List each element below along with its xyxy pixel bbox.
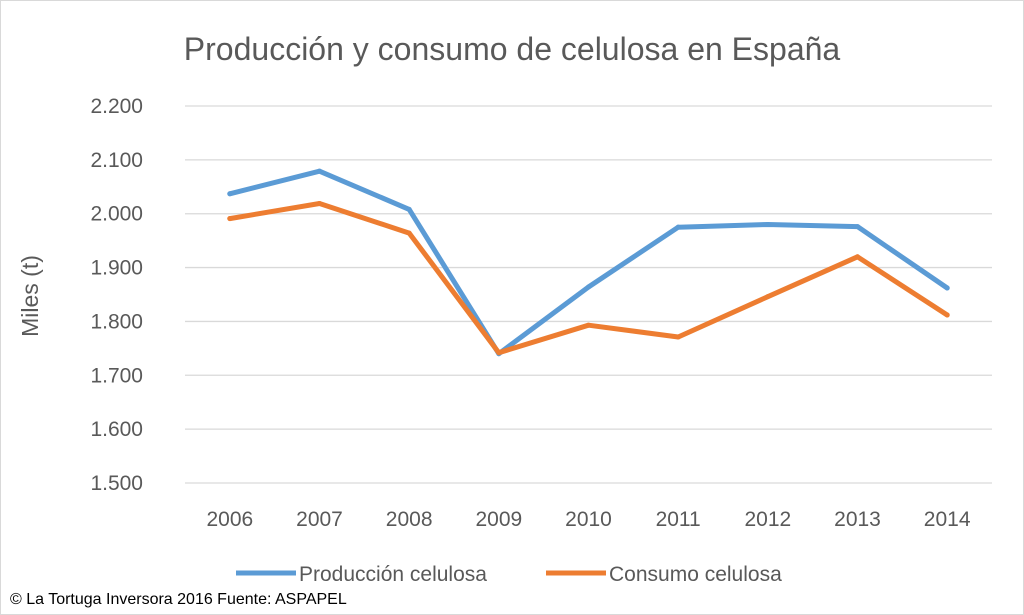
data-point (675, 224, 681, 230)
y-tick-label: 1.500 (90, 472, 143, 495)
y-axis-label: Miles (t) (17, 255, 43, 337)
data-point (586, 322, 591, 328)
data-point (406, 206, 412, 212)
y-tick-label: 2.000 (90, 203, 143, 226)
y-tick-label: 2.200 (90, 95, 143, 118)
y-tick-label: 1.900 (90, 257, 143, 280)
credit-text: © La Tortuga Inversora 2016 Fuente: ASPA… (10, 591, 347, 608)
legend-label-produccion: Producción celulosa (299, 563, 487, 586)
x-tick-label: 2007 (296, 508, 343, 531)
data-point (944, 285, 950, 291)
x-tick-label: 2011 (656, 508, 701, 531)
x-tick-label: 2006 (206, 508, 253, 531)
y-tick-label: 2.100 (90, 149, 143, 172)
x-tick-label: 2012 (744, 508, 791, 531)
data-point (227, 191, 233, 197)
y-axis-ticks: 1.500 1.600 1.700 1.800 1.900 2.000 2.100 2.200 (90, 95, 143, 495)
data-point (227, 216, 233, 222)
x-tick-label: 2009 (475, 508, 522, 531)
series-consumo (227, 200, 950, 356)
y-tick-label: 1.700 (90, 364, 143, 387)
data-point (675, 334, 681, 340)
data-point (496, 350, 502, 356)
series-layer (227, 168, 950, 357)
x-tick-label: 2013 (834, 508, 881, 531)
data-point (765, 221, 771, 227)
data-point (944, 312, 950, 318)
x-tick-label: 2010 (565, 508, 612, 531)
data-point (406, 230, 412, 236)
x-tick-label: 2008 (386, 508, 433, 531)
legend: Producción celulosa Consumo celulosa (236, 563, 782, 586)
x-axis-ticks: 2006 2007 2008 2009 2010 2011 2012 2013 2014 (206, 508, 970, 531)
y-tick-label: 1.600 (90, 418, 143, 441)
x-tick-label: 2014 (924, 508, 971, 531)
data-point (855, 224, 860, 230)
data-point (765, 294, 771, 300)
data-point (855, 254, 860, 260)
legend-label-consumo: Consumo celulosa (609, 563, 782, 586)
data-point (586, 284, 591, 290)
series-produccion (227, 168, 950, 357)
y-tick-label: 1.800 (90, 310, 143, 333)
data-point (317, 200, 322, 206)
chart-title: Producción y consumo de celulosa en Espa… (184, 31, 841, 67)
data-point (317, 168, 322, 174)
gridlines (185, 105, 992, 484)
